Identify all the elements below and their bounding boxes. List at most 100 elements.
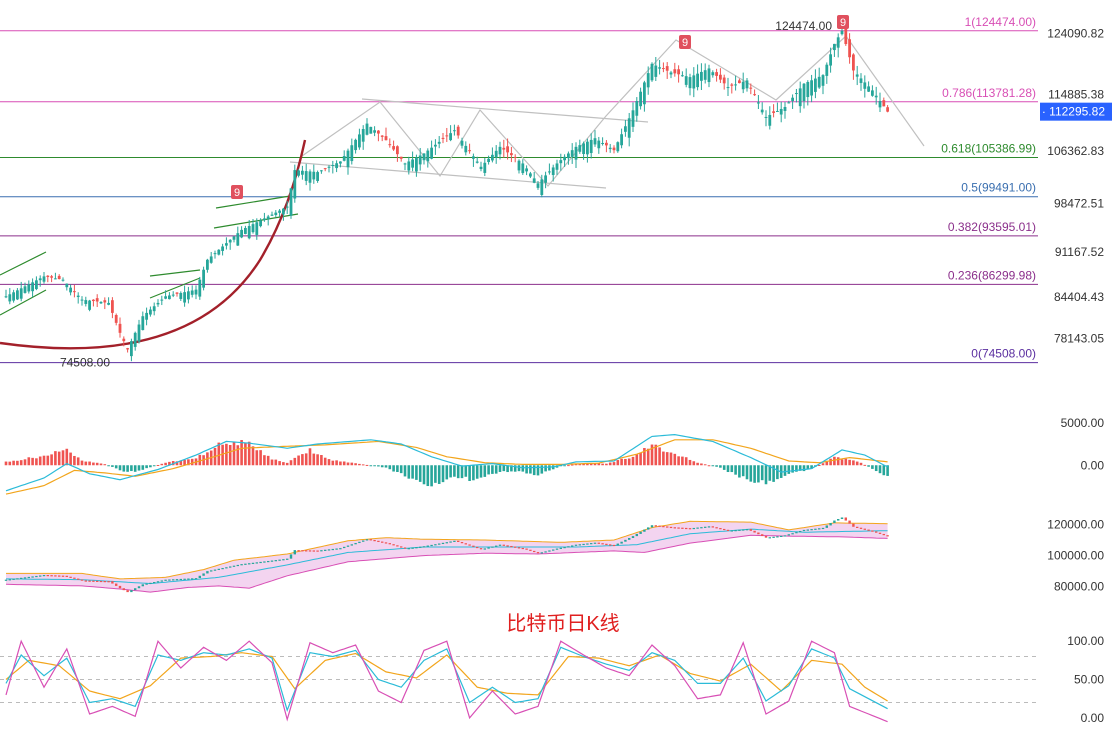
candle-body <box>798 88 802 107</box>
boll-candle <box>795 532 798 534</box>
candle-body <box>221 246 224 251</box>
high-label: 124474.00 <box>775 19 832 33</box>
boll-candle <box>99 580 103 583</box>
boll-candle <box>863 528 866 530</box>
macd-histogram-bar <box>263 455 266 466</box>
macd-histogram-bar <box>57 451 61 466</box>
macd-histogram-bar <box>225 443 228 466</box>
candle-body <box>616 142 620 152</box>
macd-histogram-bar <box>282 462 285 466</box>
candle-body <box>802 83 806 102</box>
price-axis-label: 106362.83 <box>1047 144 1104 158</box>
boll-candle <box>164 579 167 581</box>
candle-body <box>301 170 304 175</box>
boll-candle <box>39 575 42 577</box>
boll-candle <box>411 547 414 549</box>
boll-candle <box>301 550 304 552</box>
macd-histogram-bar <box>521 465 525 472</box>
boll-candle <box>757 532 760 535</box>
candle-body <box>597 140 601 149</box>
candle-body <box>772 111 775 113</box>
macd-histogram-bar <box>783 465 787 476</box>
candle-body <box>92 299 95 302</box>
macd-histogram-bar <box>445 465 449 480</box>
td-count-label: 9 <box>840 17 846 29</box>
boll-candle <box>875 531 878 533</box>
macd-histogram-bar <box>373 465 376 467</box>
candle-body <box>145 312 148 320</box>
candle-body <box>61 279 65 281</box>
boll-candle <box>259 561 262 564</box>
bollinger-upper-line <box>6 520 888 580</box>
candle-body <box>624 126 627 132</box>
boll-candle <box>221 568 224 570</box>
candle-body <box>259 220 262 227</box>
macd-histogram-bar <box>141 465 145 470</box>
boll-candle <box>286 558 289 560</box>
candle-body <box>236 233 240 246</box>
boll-candle <box>734 530 737 532</box>
boll-candle <box>654 525 657 527</box>
macd-histogram-bar <box>346 462 350 466</box>
boll-candle <box>582 543 585 546</box>
candle-body <box>532 178 536 183</box>
candle-body <box>836 37 840 48</box>
boll-candle <box>183 578 186 580</box>
macd-histogram-bar <box>506 465 509 473</box>
boll-candle <box>878 532 882 534</box>
macd-histogram-bar <box>627 458 631 466</box>
boll-candle <box>156 581 160 583</box>
boll-candle <box>825 525 828 528</box>
candle-body <box>377 130 380 134</box>
macd-histogram-bar <box>430 465 433 487</box>
boll-candle <box>468 544 471 546</box>
macd-histogram-bar <box>426 465 430 487</box>
candle-body <box>529 173 532 177</box>
macd-histogram-bar <box>806 465 810 470</box>
macd-histogram-bar <box>593 463 597 466</box>
boll-candle <box>282 559 285 561</box>
boll-candle <box>236 564 239 567</box>
boll-candle <box>848 520 851 524</box>
boll-candle <box>137 586 141 589</box>
macd-histogram-bar <box>441 465 445 483</box>
candle-body <box>361 129 365 142</box>
macd-histogram-bar <box>449 465 452 478</box>
macd-histogram-bar <box>605 463 608 466</box>
boll-candle <box>711 526 714 528</box>
macd-histogram-bar <box>31 457 34 466</box>
boll-candle <box>506 545 509 547</box>
candle-body <box>783 106 787 111</box>
boll-candle <box>407 548 410 550</box>
candle-body <box>593 138 597 145</box>
candle-body <box>316 172 319 181</box>
boll-candle <box>320 550 323 552</box>
candle-body <box>586 141 589 155</box>
boll-candle <box>339 548 342 550</box>
macd-histogram-bar <box>665 452 669 466</box>
macd-histogram-bar <box>532 465 536 476</box>
macd-histogram-bar <box>297 455 300 466</box>
channel-line <box>289 161 607 189</box>
candle-body <box>753 94 756 96</box>
candle-body <box>563 156 566 161</box>
macd-histogram-bar <box>738 465 741 478</box>
macd-histogram-bar <box>187 459 190 466</box>
candle-body <box>19 288 23 299</box>
boll-candle <box>749 529 752 531</box>
candle-body <box>605 142 608 146</box>
candle-body <box>840 30 844 35</box>
macd-histogram-bar <box>635 454 639 466</box>
macd-histogram-bar <box>69 452 72 466</box>
candle-body <box>768 114 772 126</box>
candle-body <box>453 130 456 132</box>
candle-body <box>194 289 198 295</box>
price-axis-label: 84404.43 <box>1054 290 1104 304</box>
macd-histogram-bar <box>586 463 589 466</box>
boll-candle <box>666 526 669 528</box>
candle-body <box>323 168 327 170</box>
boll-candle <box>202 573 205 576</box>
bollinger-axis-label: 120000.00 <box>1047 517 1104 531</box>
boll-candle <box>400 546 403 548</box>
candle-body <box>38 278 42 281</box>
